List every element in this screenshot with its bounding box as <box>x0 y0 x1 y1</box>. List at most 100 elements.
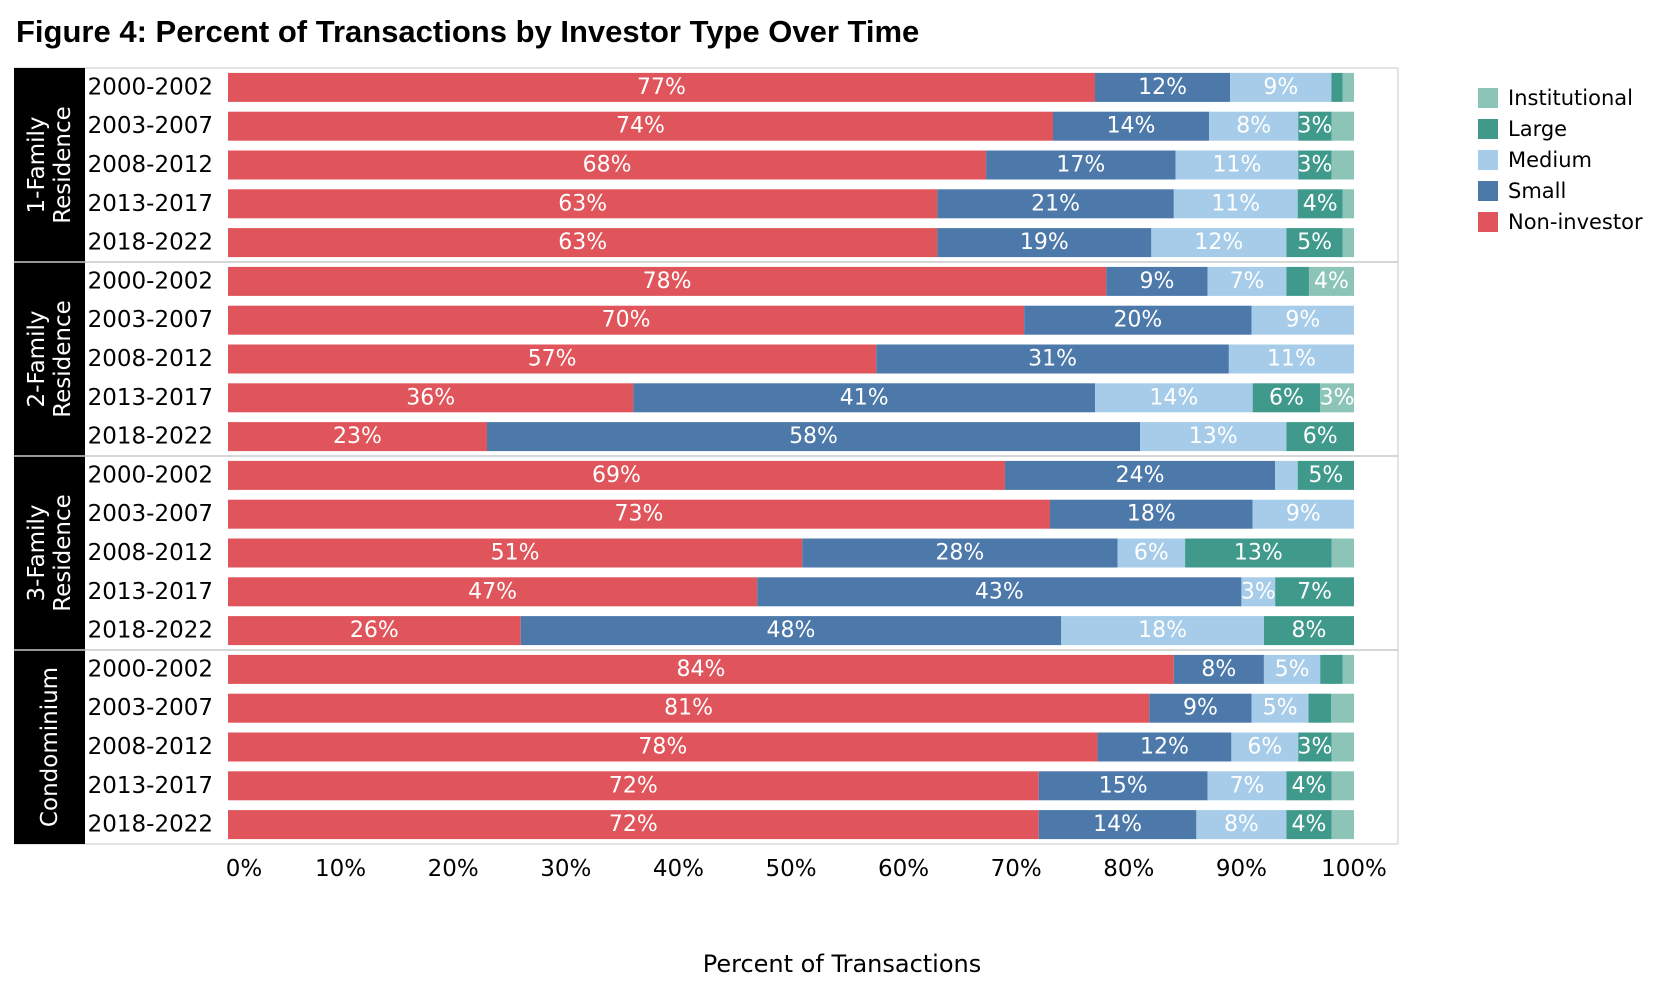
data-label: 5% <box>1275 657 1310 682</box>
data-label: 7% <box>1230 773 1265 798</box>
bar-segment-non-investor <box>228 732 1098 762</box>
data-label: 5% <box>1308 463 1343 488</box>
x-tick-label: 10% <box>315 856 366 882</box>
period-label: 2000-2002 <box>88 74 213 100</box>
period-label: 2000-2002 <box>88 462 213 488</box>
legend-label-medium: Medium <box>1508 147 1592 172</box>
bar-segment-non-investor <box>228 693 1150 723</box>
data-label: 6% <box>1303 424 1338 449</box>
bar-segment-non-investor <box>228 810 1039 840</box>
bar-segment-large <box>1331 72 1343 102</box>
period-label: 2003-2007 <box>88 113 213 139</box>
bar-segment-medium <box>1263 654 1321 684</box>
legend-item-large: Large <box>1478 113 1643 144</box>
bar-segment-large <box>1298 732 1332 762</box>
x-tick-label: 60% <box>878 856 929 882</box>
data-label: 41% <box>840 385 889 410</box>
bar-segment-medium <box>1061 616 1264 646</box>
bar-segment-non-investor <box>228 344 877 374</box>
data-label: 69% <box>592 463 641 488</box>
bar-segment-non-investor <box>228 266 1107 296</box>
period-label: 2000-2002 <box>88 656 213 682</box>
data-label: 12% <box>1194 230 1243 255</box>
legend-label-institutional: Institutional <box>1508 85 1633 110</box>
chart-title: Figure 4: Percent of Transactions by Inv… <box>16 14 920 49</box>
bar-segment-small <box>1024 305 1252 335</box>
group-label: Residence <box>50 494 76 612</box>
bar-segment-medium <box>1252 499 1354 529</box>
data-label: 14% <box>1093 812 1142 837</box>
data-label: 9% <box>1139 269 1174 294</box>
data-label: 12% <box>1138 75 1187 100</box>
bar-segment-medium <box>1196 810 1287 840</box>
period-label: 2018-2022 <box>88 424 213 450</box>
bar-segment-small <box>937 228 1152 258</box>
data-label: 7% <box>1230 269 1265 294</box>
data-label: 13% <box>1234 541 1283 566</box>
x-axis-label: Percent of Transactions <box>702 950 982 978</box>
data-label: 8% <box>1201 657 1236 682</box>
bar-segment-medium <box>1231 732 1299 762</box>
data-label: 73% <box>615 502 664 527</box>
data-label: 19% <box>1020 230 1069 255</box>
data-label: 26% <box>350 618 399 643</box>
legend-label-small: Small <box>1508 178 1567 203</box>
data-label: 6% <box>1269 385 1304 410</box>
bar-segment-large <box>1297 189 1343 219</box>
bar-segment-non-investor <box>228 499 1050 529</box>
legend-item-medium: Medium <box>1478 144 1643 175</box>
data-label: 63% <box>558 230 607 255</box>
bar-segment-medium <box>1151 228 1287 258</box>
data-label: 17% <box>1056 153 1105 178</box>
bar-segment-non-investor <box>228 460 1005 490</box>
bar-segment-medium <box>1228 344 1354 374</box>
data-label: 58% <box>789 424 838 449</box>
data-label: 48% <box>767 618 816 643</box>
x-tick-label: 80% <box>1103 856 1154 882</box>
period-label: 2018-2022 <box>88 812 213 838</box>
bar-segment-large <box>1320 654 1343 684</box>
bar-segment-institutional <box>1331 810 1354 840</box>
data-label: 68% <box>583 153 632 178</box>
data-label: 15% <box>1099 773 1148 798</box>
data-label: 78% <box>643 269 692 294</box>
data-label: 4% <box>1303 191 1338 216</box>
bar-segment-large <box>1286 422 1354 452</box>
group-label: Residence <box>50 300 76 418</box>
period-label: 2013-2017 <box>88 385 213 411</box>
data-label: 72% <box>609 812 658 837</box>
bar-segment-institutional <box>1331 538 1354 568</box>
data-label: 18% <box>1127 502 1176 527</box>
bar-segment-institutional <box>1331 693 1354 723</box>
bar-segment-small <box>1052 111 1210 141</box>
data-label: 78% <box>638 735 687 760</box>
bar-segment-medium <box>1251 305 1354 335</box>
period-label: 2003-2007 <box>88 307 213 333</box>
bar-segment-medium <box>1140 422 1287 452</box>
legend-swatch-non-investor <box>1478 211 1498 232</box>
legend-swatch-medium <box>1478 149 1498 170</box>
data-label: 36% <box>406 385 455 410</box>
bar-segment-large <box>1252 383 1321 413</box>
data-label: 9% <box>1286 502 1321 527</box>
bar-segment-medium <box>1241 577 1276 607</box>
data-label: 3% <box>1320 385 1355 410</box>
bar-segment-institutional <box>1331 732 1354 762</box>
bar-segment-non-investor <box>228 228 938 258</box>
bar-segment-medium <box>1207 266 1287 296</box>
bar-segment-non-investor <box>228 189 938 219</box>
legend-label-non-investor: Non-investor <box>1508 209 1643 234</box>
data-label: 81% <box>664 696 713 721</box>
bar-segment-institutional <box>1342 189 1354 219</box>
bar-segment-non-investor <box>228 577 758 607</box>
period-label: 2018-2022 <box>88 618 213 644</box>
bar-segment-medium <box>1275 460 1298 490</box>
data-label: 3% <box>1298 735 1333 760</box>
data-label: 5% <box>1263 696 1298 721</box>
data-label: 11% <box>1267 347 1316 372</box>
group-label: 1-Family <box>24 117 50 214</box>
period-label: 2008-2012 <box>88 346 213 372</box>
data-label: 57% <box>528 347 577 372</box>
data-label: 11% <box>1211 191 1260 216</box>
